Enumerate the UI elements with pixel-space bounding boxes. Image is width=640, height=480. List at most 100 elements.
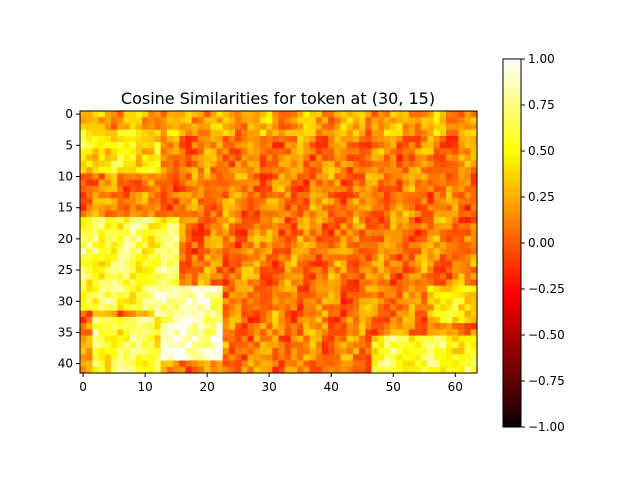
- heatmap-cell: [185, 291, 193, 299]
- heatmap-cell: [396, 192, 403, 199]
- heatmap-cell: [173, 235, 180, 243]
- heatmap-cell: [396, 273, 403, 280]
- heatmap-cell: [408, 198, 416, 205]
- heatmap-cell: [241, 266, 248, 274]
- heatmap-cell: [352, 217, 360, 224]
- heatmap-cell: [439, 348, 447, 355]
- heatmap-cell: [210, 229, 217, 237]
- heatmap-cell: [315, 248, 323, 255]
- heatmap-cell: [383, 160, 391, 168]
- heatmap-cell: [458, 111, 465, 118]
- heatmap-cell: [321, 135, 329, 143]
- heatmap-cell: [104, 179, 112, 187]
- heatmap-cell: [216, 360, 224, 368]
- heatmap-cell: [346, 123, 354, 131]
- heatmap-cell: [414, 254, 422, 262]
- heatmap-cell: [359, 266, 366, 274]
- chart-title: Cosine Similarities for token at (30, 15…: [121, 89, 435, 108]
- heatmap-cell: [266, 160, 273, 168]
- heatmap-cell: [383, 142, 391, 149]
- heatmap-cell: [464, 242, 472, 249]
- heatmap-cell: [371, 285, 379, 293]
- heatmap-cell: [98, 323, 106, 330]
- heatmap-cell: [86, 129, 93, 137]
- heatmap-cell: [154, 135, 162, 143]
- heatmap-cell: [179, 198, 186, 205]
- heatmap-cell: [334, 316, 341, 324]
- heatmap-cell: [104, 310, 112, 318]
- heatmap-cell: [303, 323, 310, 330]
- heatmap-cell: [185, 260, 193, 268]
- heatmap-cell: [253, 266, 261, 274]
- heatmap-cell: [359, 329, 366, 336]
- heatmap-cell: [390, 210, 397, 218]
- heatmap-cell: [173, 223, 180, 230]
- heatmap-cell: [278, 329, 286, 336]
- heatmap-cell: [408, 323, 416, 330]
- heatmap-cell: [359, 223, 366, 230]
- heatmap-cell: [297, 117, 304, 124]
- heatmap-cell: [179, 192, 186, 199]
- heatmap-cell: [421, 273, 428, 280]
- heatmap-cell: [365, 266, 372, 274]
- heatmap-cell: [445, 260, 453, 268]
- heatmap-cell: [160, 360, 168, 368]
- heatmap-cell: [123, 348, 131, 355]
- heatmap-cell: [445, 335, 453, 343]
- heatmap-cell: [191, 129, 199, 137]
- heatmap-cell: [377, 366, 385, 374]
- heatmap-cell: [228, 111, 236, 118]
- heatmap-cell: [235, 154, 242, 162]
- heatmap-cell: [185, 254, 193, 262]
- heatmap-cell: [439, 192, 447, 199]
- heatmap-cell: [272, 341, 279, 349]
- heatmap-cell: [452, 160, 459, 168]
- heatmap-cell: [148, 298, 155, 305]
- heatmap-cell: [86, 260, 93, 268]
- heatmap-cell: [228, 360, 236, 368]
- heatmap-cell: [290, 179, 298, 187]
- heatmap-cell: [359, 179, 366, 187]
- heatmap-cell: [179, 129, 186, 137]
- heatmap-cell: [86, 173, 93, 181]
- heatmap-cell: [402, 316, 410, 324]
- heatmap-cell: [408, 135, 416, 143]
- heatmap-cell: [92, 148, 100, 156]
- heatmap-cell: [247, 129, 255, 137]
- heatmap-cell: [235, 310, 242, 318]
- heatmap-cell: [402, 210, 410, 218]
- heatmap-cell: [111, 323, 118, 330]
- heatmap-cell: [445, 173, 453, 181]
- heatmap-cell: [278, 323, 286, 330]
- heatmap-cell: [272, 204, 279, 212]
- heatmap-cell: [452, 142, 459, 149]
- heatmap-cell: [290, 291, 298, 299]
- heatmap-cell: [86, 291, 93, 299]
- heatmap-cell: [396, 360, 403, 368]
- heatmap-cell: [210, 291, 217, 299]
- heatmap-cell: [129, 185, 137, 193]
- heatmap-cell: [216, 111, 224, 118]
- heatmap-cell: [86, 248, 93, 255]
- heatmap-cell: [421, 266, 428, 274]
- heatmap-cell: [191, 142, 199, 149]
- heatmap-cell: [458, 329, 465, 336]
- heatmap-cell: [272, 223, 279, 230]
- x-tick-label: 30: [262, 380, 277, 394]
- heatmap-cell: [259, 279, 267, 287]
- heatmap-cell: [321, 173, 329, 181]
- heatmap-cell: [173, 260, 180, 268]
- heatmap-cell: [321, 117, 329, 124]
- heatmap-cell: [216, 310, 224, 318]
- heatmap-cell: [129, 117, 137, 124]
- heatmap-cell: [80, 160, 87, 168]
- heatmap-cell: [290, 123, 298, 131]
- heatmap-cell: [383, 204, 391, 212]
- heatmap-cell: [210, 160, 217, 168]
- heatmap-cell: [241, 242, 248, 249]
- heatmap-cell: [321, 323, 329, 330]
- heatmap-cell: [117, 154, 124, 162]
- heatmap-cell: [297, 154, 304, 162]
- heatmap-cell: [365, 198, 372, 205]
- heatmap-cell: [117, 304, 124, 312]
